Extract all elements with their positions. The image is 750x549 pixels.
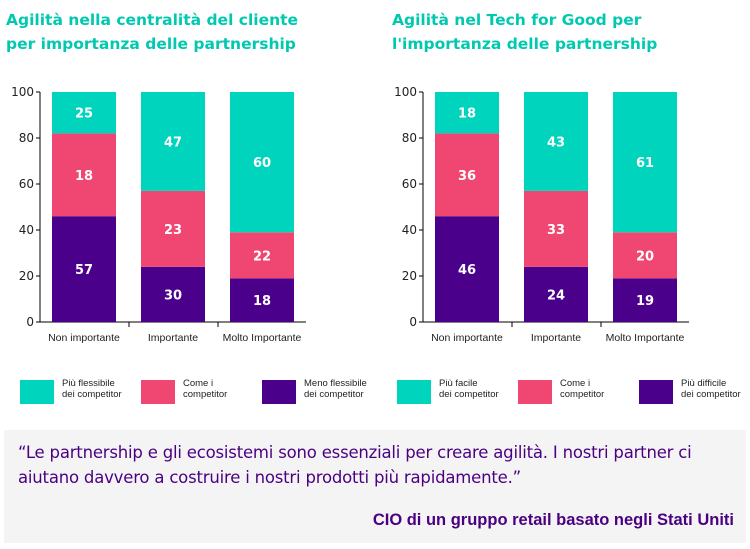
bar-segment-less: [141, 266, 205, 322]
x-tick-label: Importante: [148, 332, 198, 344]
data-label: 61: [636, 156, 654, 171]
data-label: 18: [253, 294, 271, 309]
data-label: 20: [636, 249, 654, 264]
data-label: 24: [547, 288, 565, 303]
y-tick-label: 20: [19, 269, 34, 283]
x-tick-label: Molto Importante: [606, 332, 685, 344]
quote-box: “Le partnership e gli ecosistemi sono es…: [4, 430, 746, 543]
legend-label: Più facile dei competitor: [439, 378, 499, 400]
legend-label: Come i competitor: [560, 378, 605, 400]
y-tick-label: 60: [402, 177, 417, 191]
data-label: 23: [164, 223, 182, 238]
bar-segment-more: [524, 92, 588, 191]
y-tick-label: 20: [402, 269, 417, 283]
legend-label: Meno flessibile dei competitor: [304, 378, 367, 400]
bar-segment-more: [52, 92, 116, 134]
bar-segment-less: [230, 278, 294, 322]
data-label: 43: [547, 135, 565, 150]
bar-segment-more: [435, 92, 499, 134]
bar-segment-same: [230, 232, 294, 279]
legend-swatch: [518, 380, 552, 404]
bar-segment-same: [524, 190, 588, 267]
legend-label: Più difficile dei competitor: [681, 378, 741, 400]
legend-swatch: [262, 380, 296, 404]
x-tick-label: Molto Importante: [223, 332, 302, 344]
data-label: 25: [75, 107, 93, 122]
y-tick-label: 60: [19, 177, 34, 191]
x-tick-label: Non importante: [431, 332, 503, 344]
data-label: 36: [458, 169, 476, 184]
y-tick-label: 100: [11, 85, 34, 99]
bar-segment-same: [141, 190, 205, 267]
data-label: 33: [547, 223, 565, 238]
chart-1-title: Agilità nella centralità del cliente per…: [6, 11, 299, 53]
chart-2: 0 20 40 60 80 100 46 36 18 Non importante 24 33 43 Im…: [394, 85, 689, 344]
data-label: 57: [75, 263, 93, 278]
data-label: 18: [458, 107, 476, 122]
bar-segment-more: [613, 92, 677, 233]
data-label: 19: [636, 294, 654, 309]
data-label: 46: [458, 263, 476, 278]
quote-text: “Le partnership e gli ecosistemi sono es…: [18, 443, 692, 487]
bar-segment-more: [230, 92, 294, 233]
y-tick-label: 80: [19, 131, 34, 145]
y-tick-label: 0: [26, 315, 34, 329]
legend-swatch: [639, 380, 673, 404]
y-tick-label: 80: [402, 131, 417, 145]
bar-segment-same: [52, 133, 116, 217]
chart-1: 0 20 40 60 80 100 57 18 25 Non importante 30 23 47 Im…: [11, 85, 306, 344]
y-tick-label: 40: [19, 223, 34, 237]
legend-label: Più flessibile dei competitor: [62, 378, 122, 400]
y-tick-label: 100: [394, 85, 417, 99]
legend-swatch: [397, 380, 431, 404]
x-tick-label: Non importante: [48, 332, 120, 344]
legend-label: Come i competitor: [183, 378, 228, 400]
quote-attribution: CIO di un gruppo retail basato negli Sta…: [372, 511, 734, 529]
bar-segment-less: [524, 266, 588, 322]
data-label: 18: [75, 169, 93, 184]
data-label: 47: [164, 135, 182, 150]
y-tick-label: 0: [409, 315, 417, 329]
chart-2-title: Agilità nel Tech for Good per l'importan…: [392, 11, 658, 53]
legend-swatch: [141, 380, 175, 404]
bar-segment-less: [435, 216, 499, 322]
bar-segment-same: [435, 133, 499, 217]
bar-segment-same: [613, 232, 677, 279]
data-label: 30: [164, 288, 182, 303]
legend-swatch: [20, 380, 54, 404]
bar-segment-less: [613, 278, 677, 322]
x-tick-label: Importante: [531, 332, 581, 344]
bar-segment-more: [141, 92, 205, 191]
bar-segment-less: [52, 216, 116, 322]
data-label: 22: [253, 249, 271, 264]
y-tick-label: 40: [402, 223, 417, 237]
data-label: 60: [253, 156, 271, 171]
